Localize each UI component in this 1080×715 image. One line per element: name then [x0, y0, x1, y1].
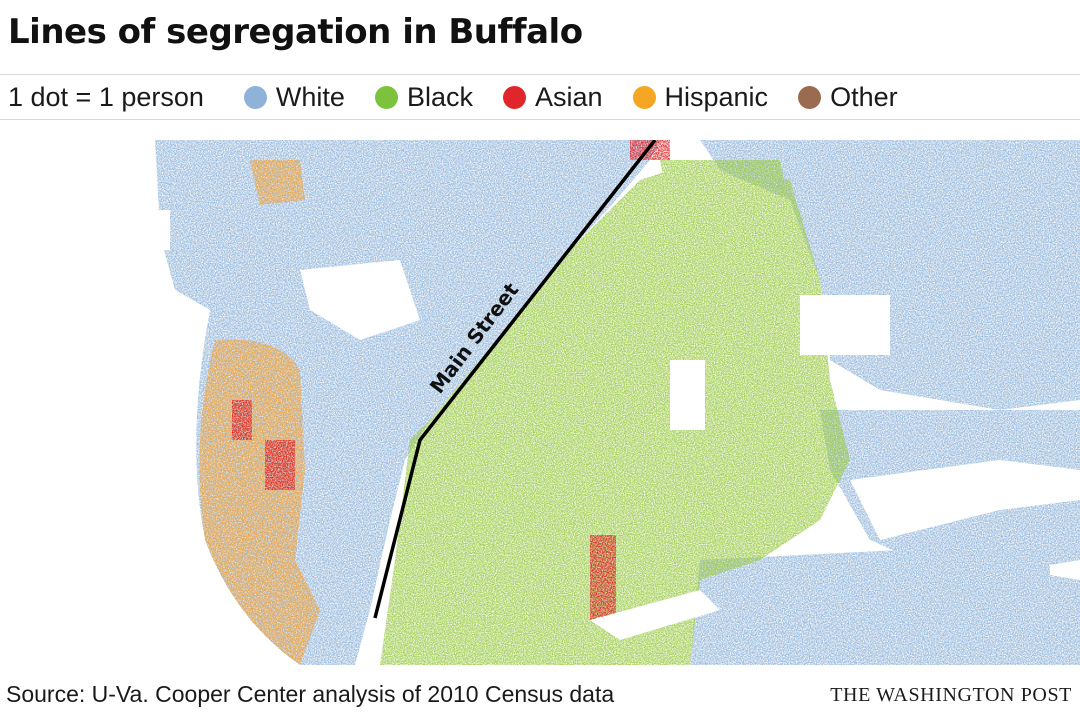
publisher-credit: THE WASHINGTON POST [830, 684, 1072, 706]
header-divider [0, 74, 1080, 75]
asian-population-layer [232, 140, 670, 620]
asian-dot-icon [502, 85, 526, 109]
legend-item-black: Black [374, 81, 473, 113]
legend-label: Hispanic [664, 81, 769, 112]
white-dot-icon [243, 85, 267, 109]
black-population-layer [380, 160, 850, 665]
legend-label: Black [406, 81, 473, 112]
main-street-line [373, 140, 657, 619]
black-dot-icon [374, 85, 398, 109]
legend: 1 dot = 1 person White Black Asian Hispa… [8, 76, 928, 118]
legend-item-asian: Asian [502, 81, 603, 113]
legend-label: Asian [534, 81, 603, 112]
legend-item-other: Other [798, 82, 898, 113]
source-note: Source: U-Va. Cooper Center analysis of … [6, 681, 615, 707]
legend-label: White [275, 81, 345, 112]
legend-item-white: White [243, 81, 345, 113]
legend-item-hispanic: Hispanic [632, 81, 769, 113]
hispanic-population-layer [199, 160, 320, 665]
legend-label: Other [830, 81, 898, 112]
page-title: Lines of segregation in Buffalo [8, 12, 583, 52]
legend-scale: 1 dot = 1 person [8, 81, 204, 112]
empty-areas [150, 140, 1080, 640]
legend-divider [0, 119, 1080, 120]
dot-density-map: Main Street [150, 140, 1080, 665]
hispanic-dot-icon [632, 85, 656, 109]
other-dot-icon [798, 85, 822, 109]
